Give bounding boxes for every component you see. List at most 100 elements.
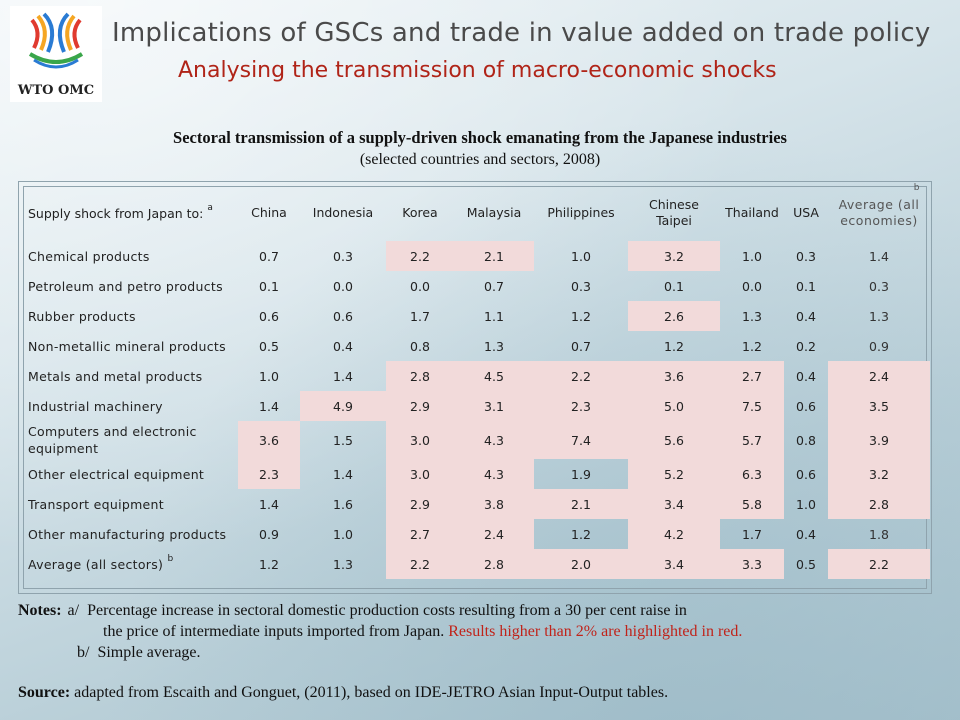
table-cell: 5.2 (628, 459, 720, 489)
row-label-note: b (167, 554, 174, 565)
row-header-note: a (207, 203, 213, 214)
table-cell: 0.3 (869, 278, 889, 294)
table-cell: 1.4 (869, 248, 889, 264)
wto-emblem-icon (28, 12, 84, 69)
table-cell: 1.2 (571, 308, 591, 324)
column-header: Chinese Taipei (649, 197, 699, 228)
note-b-marker: b/ (77, 644, 90, 661)
row-label-text: Other manufacturing products (28, 526, 227, 542)
table-cell: 2.0 (534, 549, 628, 579)
table-cell: 1.3 (333, 556, 353, 572)
table-cell: 0.7 (259, 248, 279, 264)
table-row: Non-metallic mineral products 0.5 0.4 0.8 1.… (23, 331, 930, 361)
column-header-average: Average (all economies) b (828, 183, 930, 241)
row-label-text: Other electrical equipment (28, 466, 205, 482)
table-cell: 4.5 (454, 361, 534, 391)
table-cell: 2.1 (454, 241, 534, 271)
column-header: Indonesia (312, 205, 374, 220)
table-cell: 3.6 (238, 421, 300, 459)
table-cell: 1.2 (259, 556, 279, 572)
column-header: Thailand (725, 205, 779, 220)
row-label-text: Petroleum and petro products (28, 278, 223, 294)
table-cell: 1.4 (259, 496, 279, 512)
table-cell: 3.2 (828, 459, 930, 489)
table-cell: 0.6 (796, 466, 816, 482)
table-cell: 0.0 (742, 278, 762, 294)
table-row: Transport equipment 1.4 1.6 2.9 3.8 2.1 3.4 5.8… (23, 489, 930, 519)
note-a-line1: Percentage increase in sectoral domestic… (87, 602, 687, 619)
data-table: Supply shock from Japan to: a China Indo… (23, 183, 930, 579)
source-label: Source: (18, 684, 71, 701)
table-row: Average (all sectors) b 1.2 1.3 2.2 2.8 2.0 3.… (23, 549, 930, 579)
table-row: Rubber products 0.6 0.6 1.7 1.1 1.2 2.6 1.3 0.4 1… (23, 301, 930, 331)
table-cell: 0.7 (484, 278, 504, 294)
table-cell: 3.2 (628, 241, 720, 271)
table-cell: 0.4 (796, 368, 816, 384)
table-cell: 1.4 (333, 466, 353, 482)
table-cell: 5.8 (720, 489, 784, 519)
row-label: Transport equipment (23, 489, 238, 519)
table-cell: 2.8 (454, 549, 534, 579)
table-cell: 1.6 (333, 496, 353, 512)
table-cell: 5.7 (720, 421, 784, 459)
table-cell: 1.0 (259, 368, 279, 384)
table-cell: 2.9 (386, 391, 454, 421)
row-header-label: Supply shock from Japan to: (28, 206, 204, 222)
row-label-text: Metals and metal products (28, 368, 203, 384)
table-cell: 2.7 (386, 519, 454, 549)
table-cell: 1.4 (259, 398, 279, 414)
table-cell: 1.4 (333, 368, 353, 384)
row-label: Average (all sectors) b (23, 549, 238, 579)
table-cell: 0.0 (333, 278, 353, 294)
table-header-row: Supply shock from Japan to: a China Indo… (23, 183, 930, 241)
note-b-text: Simple average. (97, 644, 201, 661)
table-cell: 0.8 (796, 432, 816, 448)
row-label: Chemical products (23, 241, 238, 271)
table-cell: 3.4 (628, 489, 720, 519)
table-cell: 0.8 (410, 338, 430, 354)
table-cell: 1.3 (742, 308, 762, 324)
table-cell: 1.0 (796, 496, 816, 512)
table-cell: 2.4 (828, 361, 930, 391)
average-header-label: Average (all economies) (838, 197, 920, 228)
table-cell: 2.2 (386, 241, 454, 271)
table-cell: 0.4 (796, 526, 816, 542)
average-header-note: b (913, 183, 920, 193)
note-a-marker: a/ (67, 602, 80, 619)
table-cell: 1.2 (742, 338, 762, 354)
row-label-text: Non-metallic mineral products (28, 338, 226, 354)
row-label-text: Rubber products (28, 308, 136, 324)
table-cell: 1.7 (410, 308, 430, 324)
table-cell: 0.7 (571, 338, 591, 354)
notes: Notes: a/ Percentage increase in sectora… (18, 600, 948, 663)
table-cell: 0.4 (333, 338, 353, 354)
table-row: Computers and electronic equipment 3.6 1.5… (23, 421, 930, 459)
row-label: Other electrical equipment (23, 459, 238, 489)
row-label-text: Chemical products (28, 248, 150, 264)
row-label-text: Average (all sectors) (28, 557, 164, 573)
table-cell: 7.5 (720, 391, 784, 421)
table-cell: 0.4 (796, 308, 816, 324)
table-cell: 1.5 (333, 432, 353, 448)
table-row: Petroleum and petro products 0.1 0.0 0.0 0.7… (23, 271, 930, 301)
table-title: Sectoral transmission of a supply-driven… (173, 128, 787, 147)
table-cell: 2.4 (454, 519, 534, 549)
table-cell: 1.0 (571, 248, 591, 264)
table-cell: 0.3 (571, 278, 591, 294)
table-cell: 1.9 (571, 466, 591, 482)
table-subtitle: (selected countries and sectors, 2008) (359, 151, 601, 168)
table-cell: 2.1 (534, 489, 628, 519)
table-cell: 0.1 (259, 278, 279, 294)
row-label-text: Industrial machinery (28, 398, 163, 414)
row-label-text: Computers and electronic equipment (28, 424, 197, 456)
table-cell: 3.0 (386, 459, 454, 489)
table-cell: 1.3 (484, 338, 504, 354)
table-cell: 6.3 (720, 459, 784, 489)
table-row: Industrial machinery 1.4 4.9 2.9 3.1 2.3 5.0 7.… (23, 391, 930, 421)
row-label: Industrial machinery (23, 391, 238, 421)
table-cell: 2.2 (828, 549, 930, 579)
table-cell: 0.3 (333, 248, 353, 264)
wto-logo: WTO OMC (10, 6, 102, 102)
column-header: Philippines (547, 205, 615, 220)
